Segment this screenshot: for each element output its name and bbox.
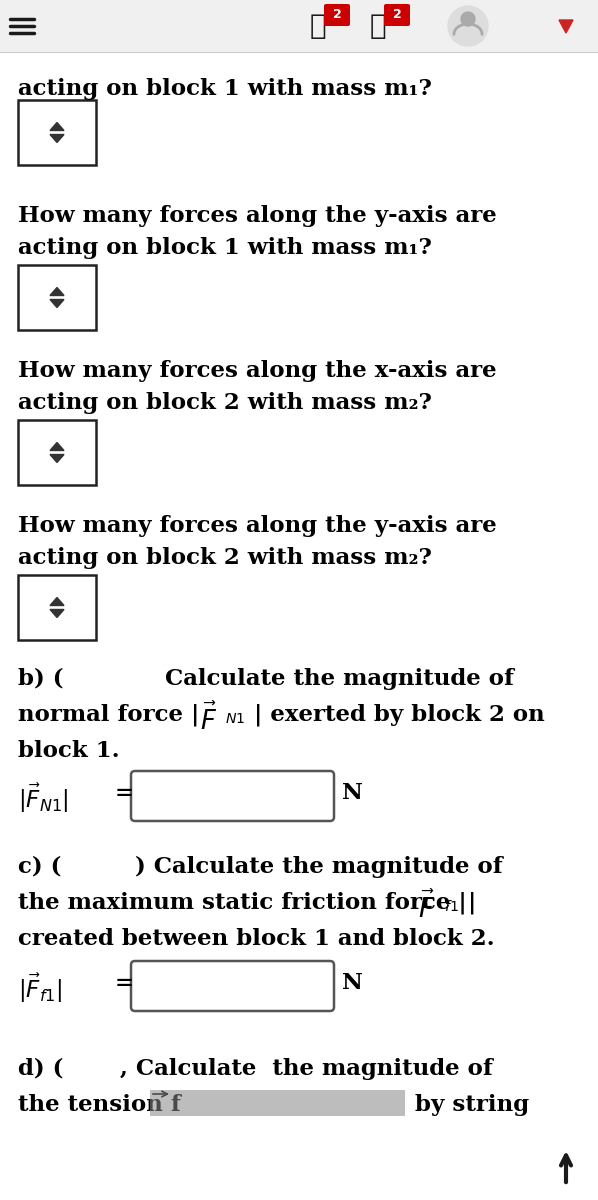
Circle shape	[461, 12, 475, 26]
Text: d) (: d) (	[18, 1058, 63, 1080]
Text: How many forces along the y-axis are: How many forces along the y-axis are	[18, 515, 497, 538]
Text: acting on block 1 with mass m₁?: acting on block 1 with mass m₁?	[18, 78, 432, 100]
Text: acting on block 1 with mass m₁?: acting on block 1 with mass m₁?	[18, 236, 432, 259]
Polygon shape	[50, 598, 64, 606]
Text: ) Calculate the magnitude of: ) Calculate the magnitude of	[135, 856, 503, 878]
Polygon shape	[50, 122, 64, 131]
Bar	[18, 575, 96, 640]
Bar	[18, 265, 96, 330]
Text: $\vec{F}$: $\vec{F}$	[200, 704, 217, 737]
Text: $_{f1}$: $_{f1}$	[444, 895, 459, 914]
Polygon shape	[559, 20, 573, 32]
Text: the tension f: the tension f	[18, 1094, 181, 1116]
Polygon shape	[50, 455, 64, 462]
Text: by string: by string	[415, 1094, 529, 1116]
Bar	[18, 100, 96, 164]
Polygon shape	[50, 288, 64, 295]
Text: $_{N1}$: $_{N1}$	[225, 707, 245, 726]
Text: acting on block 2 with mass m₂?: acting on block 2 with mass m₂?	[18, 392, 432, 414]
Circle shape	[448, 6, 488, 46]
Text: the maximum static friction force |: the maximum static friction force |	[18, 892, 467, 914]
Text: =: =	[115, 972, 134, 994]
Text: block 1.: block 1.	[18, 740, 120, 762]
Text: b) (: b) (	[18, 668, 63, 690]
FancyBboxPatch shape	[324, 4, 350, 26]
Text: N: N	[342, 972, 363, 994]
Text: 2: 2	[332, 8, 341, 22]
Polygon shape	[50, 134, 64, 143]
Text: How many forces along the y-axis are: How many forces along the y-axis are	[18, 205, 497, 227]
Polygon shape	[50, 610, 64, 618]
Text: N: N	[342, 782, 363, 804]
Text: , Calculate  the magnitude of: , Calculate the magnitude of	[120, 1058, 493, 1080]
Text: 2: 2	[393, 8, 401, 22]
Text: Calculate the magnitude of: Calculate the magnitude of	[165, 668, 514, 690]
Text: =: =	[115, 782, 134, 804]
Text: c) (: c) (	[18, 856, 62, 878]
Text: $|\vec{F}_{N1}|$: $|\vec{F}_{N1}|$	[18, 782, 69, 816]
Text: normal force |: normal force |	[18, 704, 199, 726]
Text: 🔔: 🔔	[310, 12, 327, 40]
Text: |: |	[468, 892, 477, 914]
FancyBboxPatch shape	[384, 4, 410, 26]
Text: acting on block 2 with mass m₂?: acting on block 2 with mass m₂?	[18, 547, 432, 569]
Polygon shape	[50, 300, 64, 307]
FancyBboxPatch shape	[131, 961, 334, 1010]
Text: How many forces along the x-axis are: How many forces along the x-axis are	[18, 360, 496, 382]
Text: | exerted by block 2 on: | exerted by block 2 on	[254, 704, 545, 726]
Text: $\vec{F}$: $\vec{F}$	[418, 892, 435, 924]
Text: $|\vec{F}_{f1}|$: $|\vec{F}_{f1}|$	[18, 972, 62, 1006]
Text: 💬: 💬	[370, 12, 386, 40]
Bar	[0, 0, 598, 52]
Bar	[150, 1090, 405, 1116]
Text: created between block 1 and block 2.: created between block 1 and block 2.	[18, 928, 495, 950]
Bar	[18, 420, 96, 485]
FancyBboxPatch shape	[131, 770, 334, 821]
Polygon shape	[50, 443, 64, 450]
